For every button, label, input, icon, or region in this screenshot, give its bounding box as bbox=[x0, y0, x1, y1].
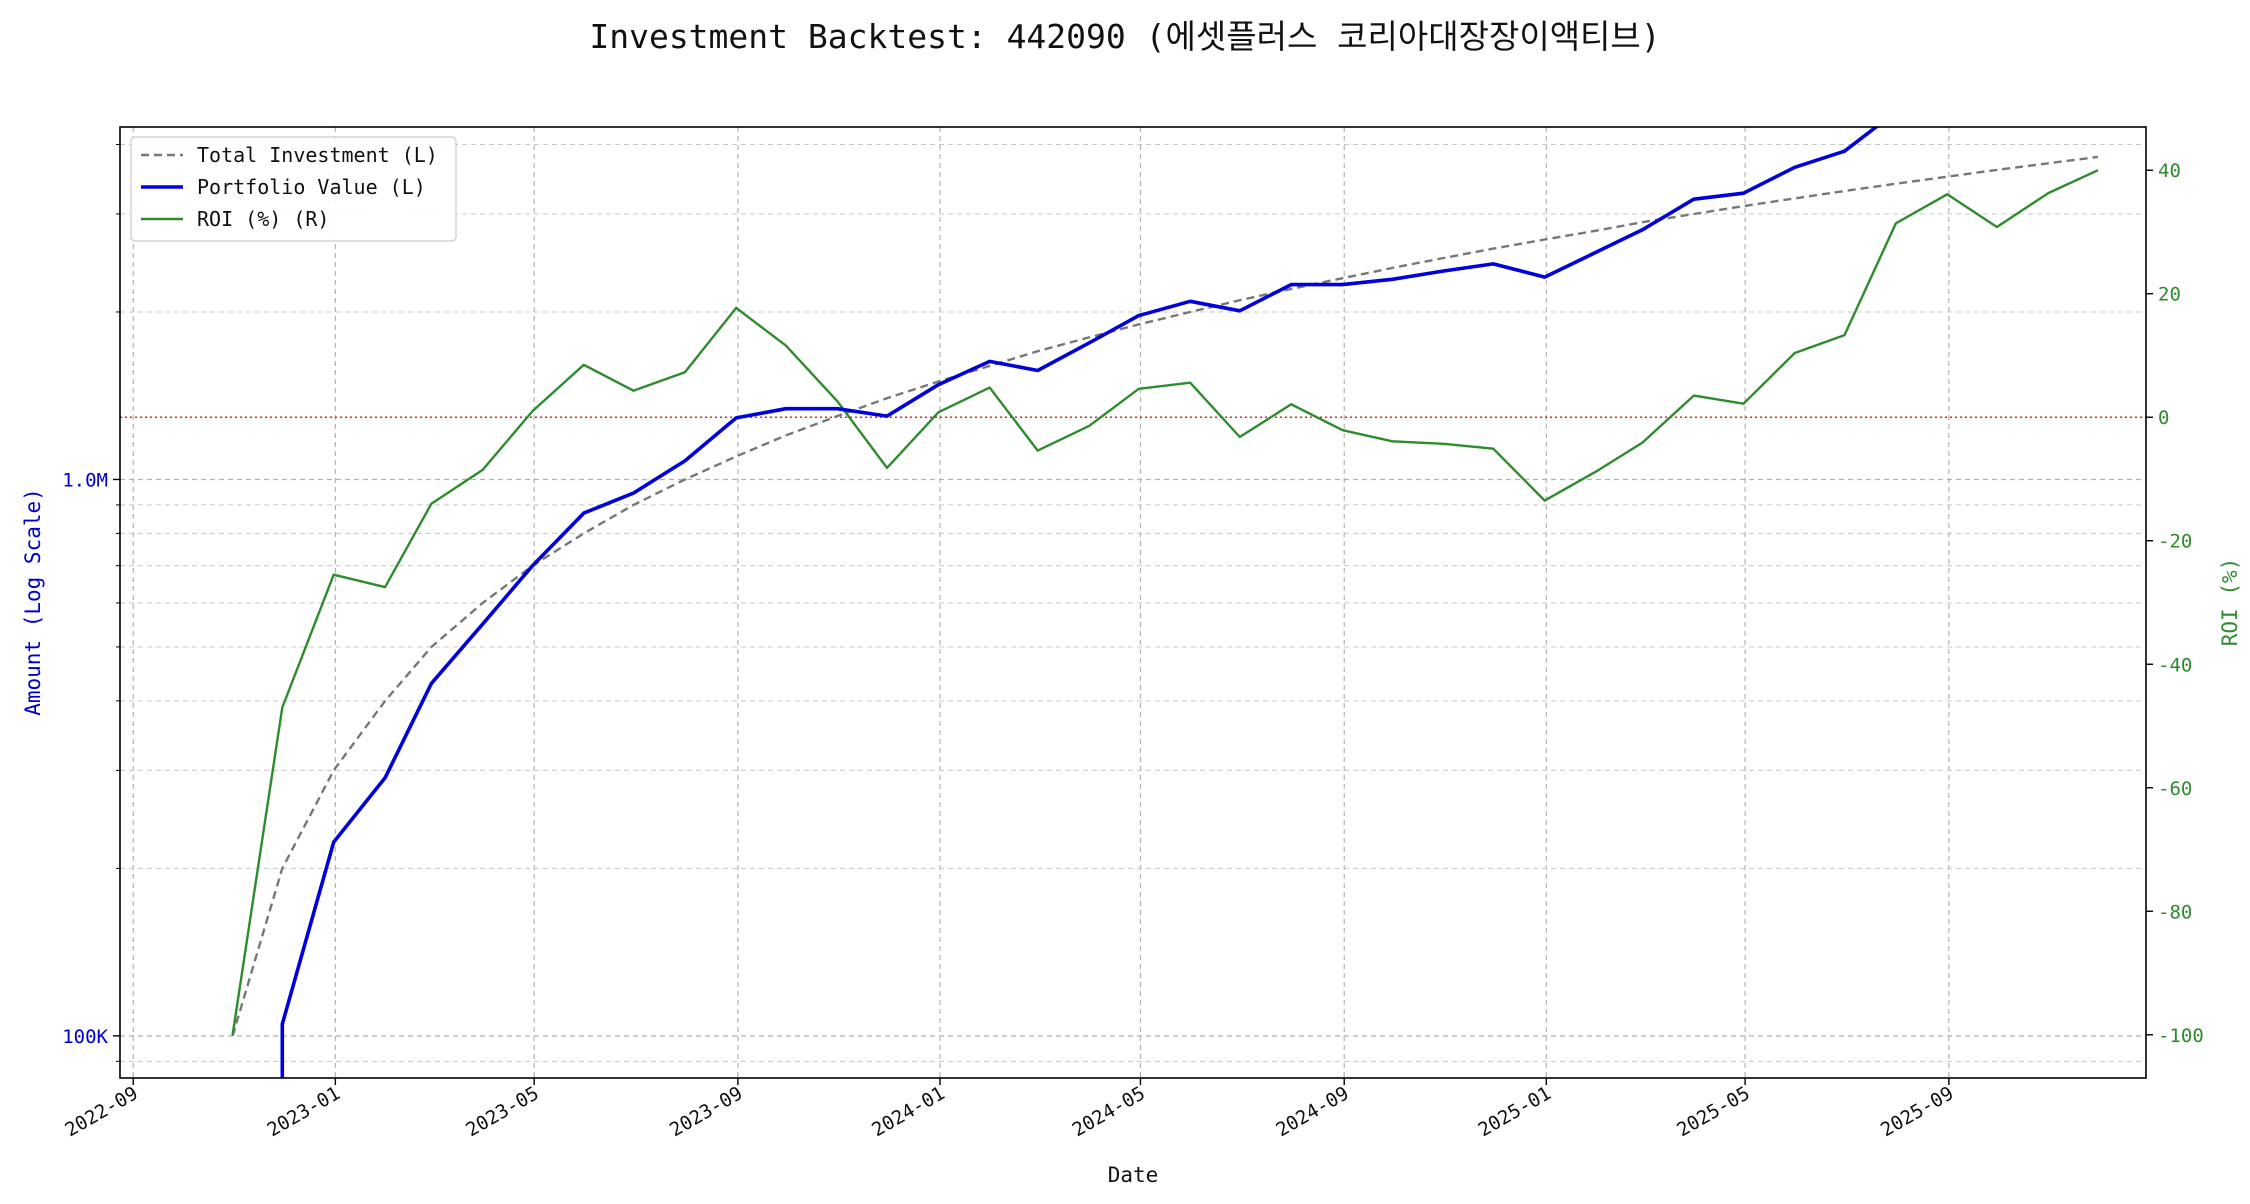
legend-box bbox=[130, 136, 457, 242]
left-axis-label: Amount (Log Scale) bbox=[21, 488, 45, 716]
x-tick-label: 2025-05 bbox=[1673, 1082, 1753, 1141]
portfolio-value-line bbox=[280, 127, 1880, 1078]
right-tick-label: -40 bbox=[2158, 654, 2192, 676]
legend: Total Investment (L) Portfolio Value (L)… bbox=[130, 136, 457, 242]
left-tick-label: 1.0M bbox=[62, 469, 108, 491]
right-tick-label: -20 bbox=[2158, 531, 2192, 553]
total-investment-line bbox=[231, 155, 2099, 1037]
right-tick-label: 0 bbox=[2158, 407, 2169, 429]
left-axis-ticks: 100K 1.0M bbox=[62, 143, 120, 1062]
grid-layer bbox=[120, 127, 2146, 1078]
series-layer bbox=[231, 127, 2099, 1078]
legend-label-total-investment: Total Investment (L) bbox=[197, 143, 438, 167]
x-tick-label: 2023-09 bbox=[666, 1082, 746, 1141]
x-axis-label: Date bbox=[1108, 1163, 1159, 1187]
x-tick-label: 2022-09 bbox=[61, 1082, 141, 1141]
x-tick-label: 2024-09 bbox=[1272, 1082, 1352, 1141]
chart-title: Investment Backtest: 442090 (에셋플러스 코리아대장… bbox=[589, 17, 1660, 56]
x-tick-label: 2025-09 bbox=[1877, 1082, 1957, 1141]
roi-line bbox=[231, 169, 2099, 1035]
x-tick-label: 2025-01 bbox=[1474, 1082, 1554, 1141]
x-tick-label: 2023-05 bbox=[462, 1082, 542, 1141]
x-tick-label: 2024-05 bbox=[1069, 1082, 1149, 1141]
left-tick-label: 100K bbox=[62, 1026, 108, 1048]
legend-label-roi: ROI (%) (R) bbox=[197, 207, 329, 231]
right-tick-label: -100 bbox=[2158, 1025, 2204, 1047]
x-axis-ticks: 2022-09 2023-01 2023-05 2023-09 2024-01 2024-… bbox=[61, 1078, 1957, 1141]
right-tick-label: -80 bbox=[2158, 901, 2192, 923]
x-tick-label: 2024-01 bbox=[868, 1082, 948, 1141]
right-tick-label: 40 bbox=[2158, 160, 2181, 182]
legend-label-portfolio-value: Portfolio Value (L) bbox=[197, 175, 426, 199]
right-tick-label: 20 bbox=[2158, 284, 2181, 306]
right-axis-label: ROI (%) bbox=[2218, 558, 2242, 647]
right-tick-label: -60 bbox=[2158, 778, 2192, 800]
right-axis-ticks: -100 -80 -60 -40 -20 0 20 40 bbox=[2146, 160, 2204, 1047]
x-tick-label: 2023-01 bbox=[264, 1082, 344, 1141]
